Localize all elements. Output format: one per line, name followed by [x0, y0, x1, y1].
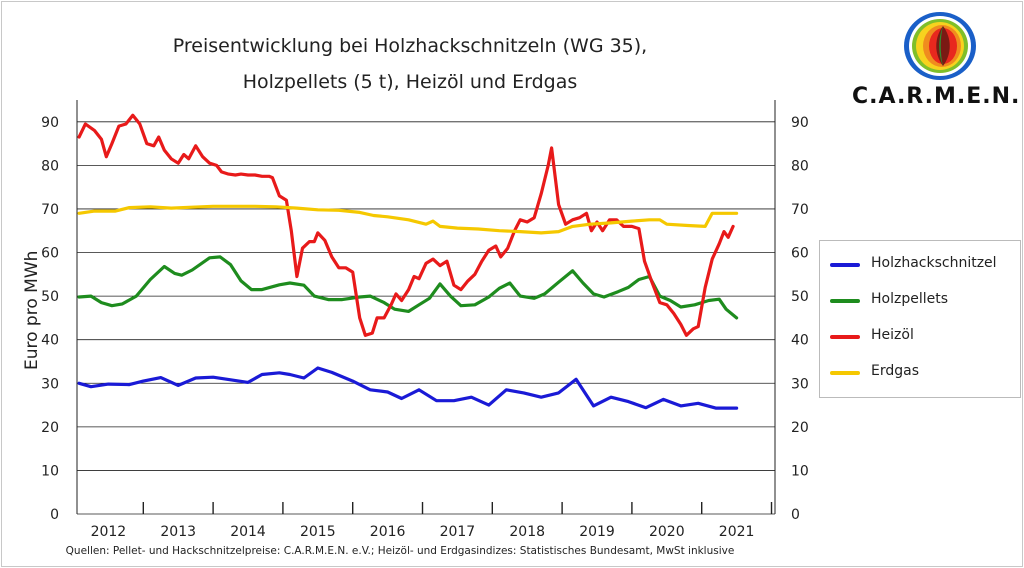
x-tick-label-2015: 2015	[300, 524, 336, 540]
x-tick-label-2017: 2017	[440, 524, 476, 540]
series-line-holzpellets	[77, 255, 739, 320]
y-tick-right-20: 20	[791, 420, 809, 436]
y-tick-right-70: 70	[791, 202, 809, 218]
y-tick-right-10: 10	[791, 463, 809, 479]
chart-title-line-1: Preisentwicklung bei Holzhackschnitzeln …	[172, 35, 648, 57]
y-tick-left-20: 20	[41, 420, 59, 436]
y-tick-right-0: 0	[791, 507, 800, 523]
y-tick-right-80: 80	[791, 158, 809, 174]
y-tick-left-10: 10	[41, 463, 59, 479]
y-tick-left-90: 90	[41, 115, 59, 131]
carmen-logo-icon	[904, 12, 976, 80]
x-tick-label-2014: 2014	[230, 524, 266, 540]
x-tick-label-2012: 2012	[91, 524, 127, 540]
x-tick-label-2013: 2013	[160, 524, 196, 540]
legend-label-erdgas: Erdgas	[871, 363, 920, 379]
chart-title: Preisentwicklung bei Holzhackschnitzeln …	[110, 28, 710, 100]
series-line-holzhackschnitzel	[77, 366, 739, 410]
x-tick-label-2019: 2019	[579, 524, 615, 540]
x-tick-label-2021: 2021	[719, 524, 755, 540]
y-tick-left-70: 70	[41, 202, 59, 218]
legend-swatch-erdgas	[830, 371, 860, 375]
y-tick-left-0: 0	[50, 507, 59, 523]
y-tick-right-50: 50	[791, 289, 809, 305]
y-tick-right-30: 30	[791, 376, 809, 392]
y-tick-left-80: 80	[41, 158, 59, 174]
legend-label-heizoel: Heizöl	[871, 327, 914, 343]
legend-swatch-holzpellets	[830, 299, 860, 303]
x-tick-label-2018: 2018	[509, 524, 545, 540]
x-tick-label-2016: 2016	[370, 524, 406, 540]
y-tick-right-90: 90	[791, 115, 809, 131]
y-tick-right-60: 60	[791, 246, 809, 262]
source-note: Quellen: Pellet- und Hackschnitzelpreise…	[65, 545, 735, 557]
series-line-erdgas	[77, 204, 739, 235]
series-line-heizoel	[77, 113, 735, 337]
y-tick-left-60: 60	[41, 246, 59, 262]
chart-title-line-2: Holzpellets (5 t), Heizöl und Erdgas	[242, 71, 578, 93]
legend-swatch-heizoel	[830, 335, 860, 339]
legend: Holzhackschnitzel Holzpellets Heizöl Erd…	[819, 240, 1021, 398]
legend-label-holzhackschnitzel: Holzhackschnitzel	[871, 255, 997, 271]
y-tick-left-50: 50	[41, 289, 59, 305]
logo-text: C.A.R.M.E.N.	[852, 84, 1021, 109]
y-tick-right-40: 40	[791, 333, 809, 349]
y-tick-left-40: 40	[41, 333, 59, 349]
y-tick-left-30: 30	[41, 376, 59, 392]
x-tick-label-2020: 2020	[649, 524, 685, 540]
legend-swatch-holzhackschnitzel	[830, 263, 860, 267]
legend-label-holzpellets: Holzpellets	[871, 291, 949, 307]
